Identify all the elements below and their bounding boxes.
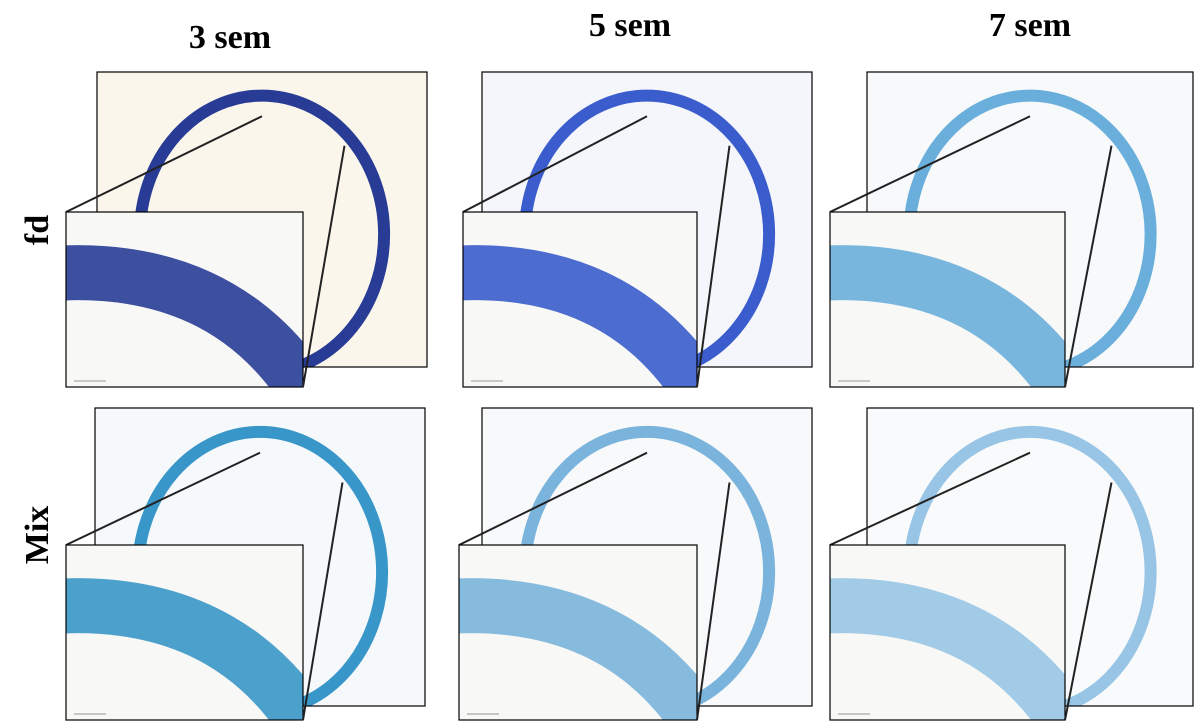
- column-header: 3 sem: [189, 19, 271, 56]
- panel: [453, 72, 812, 387]
- panel: [449, 408, 812, 720]
- panel: [56, 72, 427, 387]
- row-label: fd: [19, 215, 56, 245]
- figure: 3 sem 5 sem 7 sem fd Mix: [0, 0, 1195, 721]
- column-header: 5 sem: [589, 7, 671, 44]
- row-label: Mix: [19, 506, 56, 565]
- column-header: 7 sem: [989, 7, 1071, 44]
- panel: [820, 408, 1193, 720]
- panel: [56, 408, 425, 720]
- panel: [820, 72, 1193, 387]
